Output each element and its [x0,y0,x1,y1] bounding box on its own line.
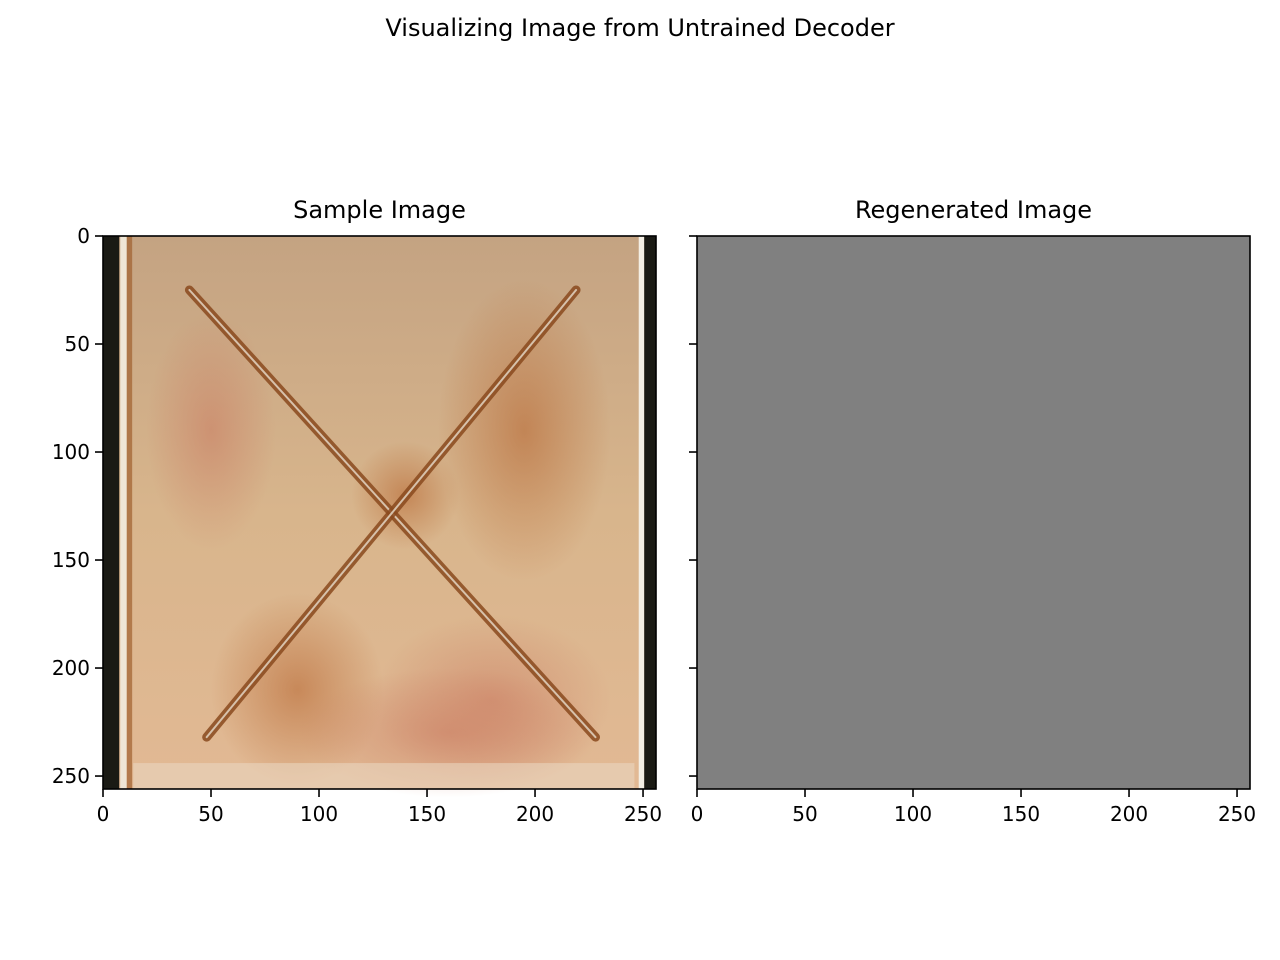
image-background [697,236,1250,789]
y-tick-label: 0 [77,224,90,248]
left-dark-strip [103,236,120,789]
left-rust-strip [126,236,133,789]
y-tick-label: 50 [65,332,90,356]
x-tick-label: 50 [792,802,817,826]
right-white-strip [638,236,645,789]
x-tick-label: 50 [198,802,223,826]
stain-blob [437,279,611,582]
axes-frame [102,235,657,790]
subplot-title: Sample Image [293,196,466,224]
left-white-strip [120,236,127,789]
x-tick-label: 150 [408,802,446,826]
scribe-line-highlight [205,289,578,739]
subplot-title: Regenerated Image [855,196,1092,224]
axes-frame [696,235,1251,790]
image-area [697,236,1250,789]
x-tick-label: 0 [691,802,704,826]
figure-suptitle: Visualizing Image from Untrained Decoder [385,14,895,42]
subplot-1: Sample Image 0 50 100 150 200 250 0 50 100 150 200 2… [52,196,662,826]
x-tick-label: 200 [516,802,554,826]
x-tick-label: 100 [300,802,338,826]
y-tick-label: 250 [52,764,90,788]
x-tick-label: 150 [1002,802,1040,826]
x-tick-label: 200 [1110,802,1148,826]
right-dark-strip [644,236,656,789]
y-tick-label: 100 [52,440,90,464]
y-tick-label: 150 [52,548,90,572]
x-tick-label: 250 [1218,802,1256,826]
y-tick-label: 200 [52,656,90,680]
x-tick-label: 250 [624,802,662,826]
x-tick-label: 100 [894,802,932,826]
stain-blob [146,311,276,550]
x-tick-label: 0 [97,802,110,826]
subplot-2: Regenerated Image 0 50 100 150 200 250 [689,196,1256,826]
bottom-pale-band [133,763,635,789]
image-area [103,236,656,798]
